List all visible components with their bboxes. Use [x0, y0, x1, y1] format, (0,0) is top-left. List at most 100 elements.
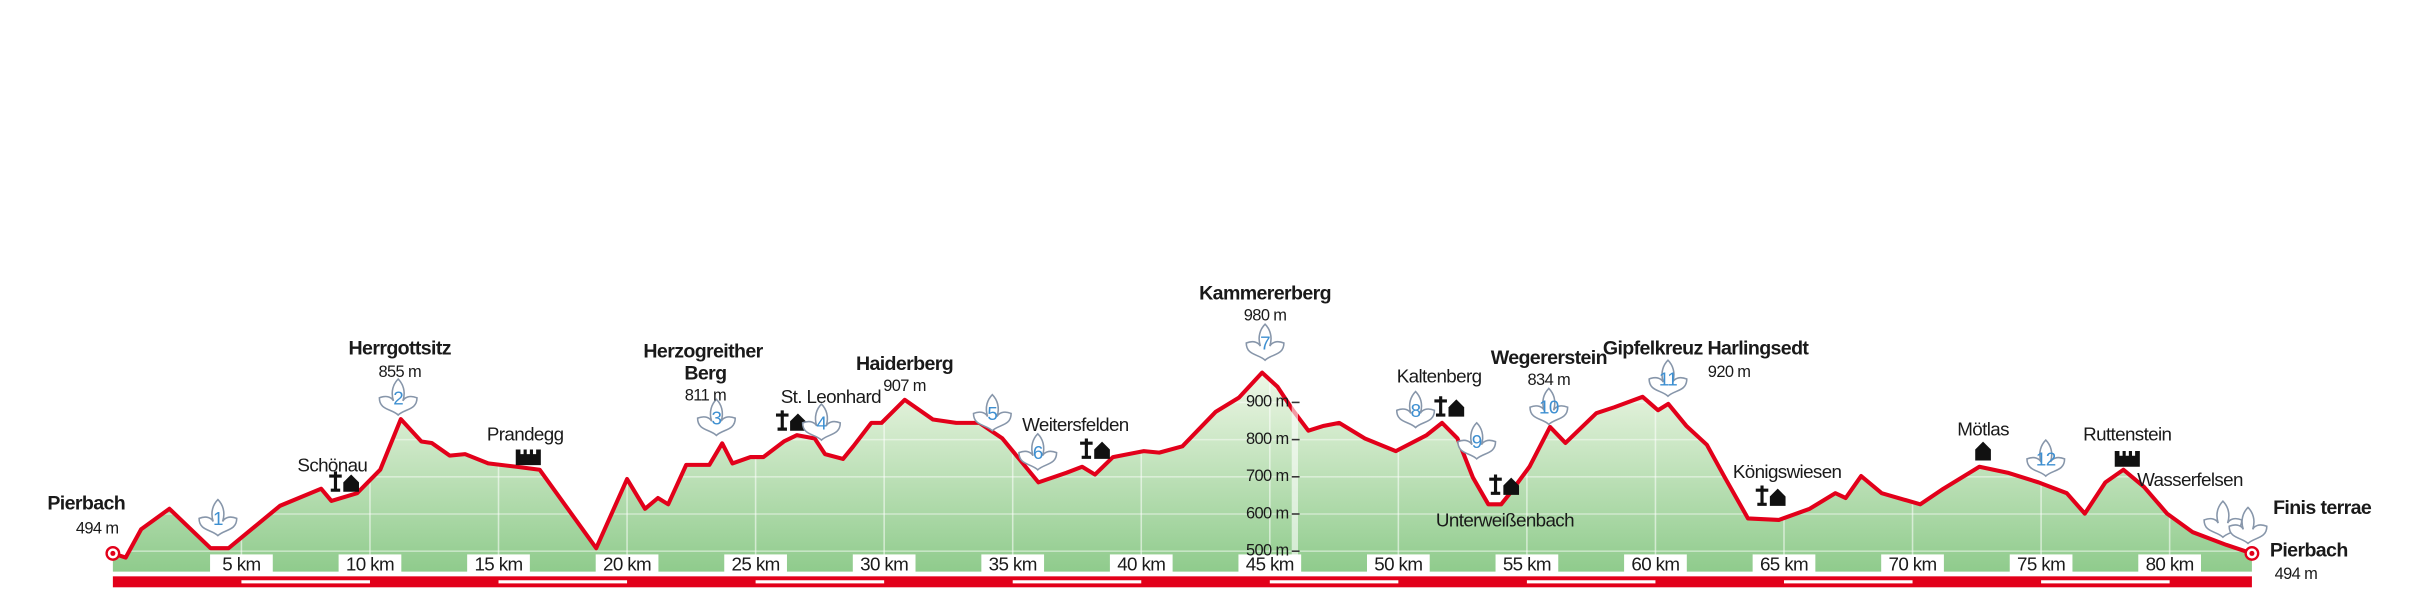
distance-strip-gap [755, 580, 885, 584]
y-tick-label: 900 m [1246, 393, 1289, 411]
waypoint-elevation: 907 m [883, 377, 926, 395]
stage-badge-shape [696, 398, 737, 437]
x-tick-label: 55 km [1503, 553, 1551, 574]
stage-badge-shape [1648, 359, 1688, 398]
distance-strip-gap [1783, 580, 1913, 584]
castle-icon [515, 449, 541, 466]
x-tick-box [595, 554, 659, 575]
house-icon [1769, 488, 1786, 506]
waypoint-label: Haiderberg [856, 353, 953, 375]
waypoint-elevation: 494 m [2275, 565, 2318, 583]
distance-strip-gap [2041, 580, 2170, 584]
x-tick-box [1881, 554, 1944, 575]
waypoint-label: Wegererstein [1491, 347, 1607, 369]
x-tick-box [467, 554, 530, 575]
stage-number: 11 [1659, 369, 1677, 390]
stage-badge-shape [378, 377, 418, 417]
stage-badge-shape [1529, 387, 1569, 426]
stage-badge-shape [801, 402, 842, 442]
y-tick-label: 500 m [1246, 542, 1289, 560]
x-tick-label: 35 km [989, 553, 1037, 574]
x-tick-box [1366, 554, 1430, 575]
stage-badge: 10 [1529, 387, 1569, 426]
waypoint-label: Königswiesen [1733, 461, 1842, 482]
stage-badge: 9 [1457, 421, 1497, 460]
chapel-icon [1489, 474, 1502, 495]
x-tick-box [1238, 554, 1302, 575]
distance-strip-gap [1012, 580, 1142, 584]
stage-badge: 3 [696, 398, 737, 437]
x-tick-label: 50 km [1374, 553, 1422, 574]
x-tick-label: 30 km [860, 553, 908, 574]
stage-badge: 5 [972, 393, 1012, 432]
stage-badge-shape [1395, 390, 1436, 429]
stage-badge-shape [972, 393, 1012, 432]
x-tick-box [1109, 554, 1173, 575]
waypoint-label: Ruttenstein [2083, 423, 2171, 444]
house-icon [790, 413, 806, 431]
stage-badge: 7 [1245, 323, 1285, 362]
stage-number: 3 [711, 408, 721, 429]
house-icon [1975, 441, 1991, 461]
profile-line [112, 370, 2253, 560]
x-tick-box [210, 554, 273, 575]
waypoint-label: Pierbach [2270, 539, 2348, 561]
waypoint-label: Prandegg [487, 423, 564, 444]
x-tick-label: 75 km [2017, 553, 2065, 574]
waypoint-label: Mötlas [1957, 419, 2009, 440]
waypoint-label: Herzogreither Berg [643, 341, 767, 385]
waypoint-label: St. Leonhard [781, 386, 881, 407]
waypoint-elevation: 834 m [1528, 371, 1571, 389]
stage-number: 9 [1472, 431, 1482, 452]
x-tick-box [724, 554, 787, 575]
x-tick-box [1752, 554, 1816, 575]
waypoint-label: Kammererberg [1199, 283, 1331, 305]
x-tick-box [338, 554, 402, 575]
waypoint-elevation: 855 m [378, 363, 421, 381]
waypoint-label: Kaltenberg [1397, 365, 1482, 386]
waypoint-label: Finis terrae [2273, 497, 2372, 519]
profile-area [112, 372, 2252, 572]
stage-badge-shape [2228, 506, 2268, 545]
waypoint-label: Pierbach [47, 492, 125, 514]
stage-badge-shape [198, 498, 238, 537]
stage-number: 2 [393, 387, 403, 408]
x-tick-box [852, 554, 916, 575]
x-tick-label: 60 km [1631, 553, 1679, 574]
stage-badge: 11 [1648, 359, 1688, 398]
stage-number: 10 [1539, 397, 1559, 418]
x-tick-box [981, 554, 1045, 575]
x-tick-box [1624, 554, 1687, 575]
x-tick-label: 20 km [603, 553, 651, 574]
stage-number: 1 [213, 508, 223, 529]
x-tick-label: 70 km [1889, 553, 1937, 574]
chapel-icon [775, 410, 789, 431]
chapel-icon [1434, 396, 1447, 417]
stage-number: 8 [1411, 400, 1421, 421]
x-tick-label: 45 km [1246, 553, 1294, 574]
distance-strip-gap [1526, 580, 1656, 584]
chapel-icon [329, 471, 342, 492]
house-icon [1094, 441, 1110, 459]
x-tick-label: 40 km [1117, 553, 1165, 574]
endpoint-dot [110, 550, 116, 556]
distance-strip-gap [241, 580, 370, 584]
distance-strip [112, 576, 2252, 588]
house-icon [1503, 477, 1520, 495]
x-tick-box [1495, 554, 1559, 575]
waypoint-label: Gipfelkreuz Harlingsedt [1603, 337, 1810, 359]
castle-icon [2114, 451, 2140, 467]
stage-number: 12 [2036, 448, 2056, 469]
x-tick-label: 10 km [346, 553, 394, 574]
waypoint-label: Herrgottsitz [349, 337, 452, 359]
x-tick-label: 65 km [1760, 553, 1808, 574]
house-icon [1448, 399, 1465, 417]
x-tick-box [2138, 554, 2201, 575]
stage-badge-shape [1018, 432, 1058, 471]
stage-badge [2228, 506, 2268, 545]
waypoint-elevation: 494 m [76, 520, 119, 538]
endpoint-dot [2249, 550, 2255, 556]
stage-badge: 8 [1395, 390, 1436, 429]
stage-number: 5 [987, 403, 997, 424]
chapel-icon [1755, 485, 1769, 506]
